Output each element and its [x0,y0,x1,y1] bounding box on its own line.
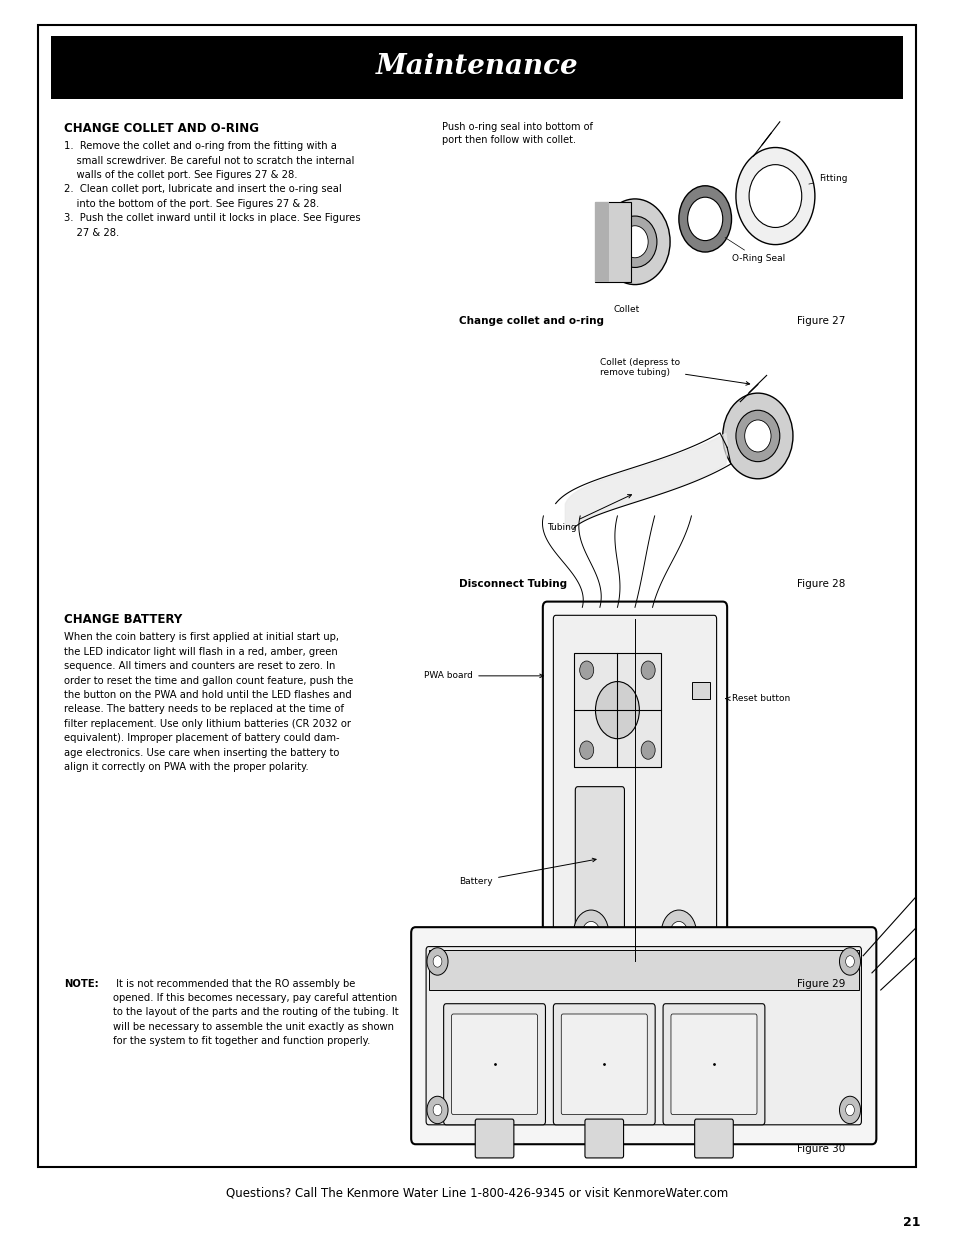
Circle shape [427,1097,448,1124]
Text: CHANGE BATTERY: CHANGE BATTERY [65,613,183,626]
Text: Questions? Call The Kenmore Water Line 1-800-426-9345 or visit KenmoreWater.com: Questions? Call The Kenmore Water Line 1… [226,1187,727,1199]
Circle shape [433,956,441,967]
Bar [595,201,608,282]
Text: Maintenance: Maintenance [375,53,578,80]
FancyBboxPatch shape [670,1014,756,1114]
Circle shape [669,921,687,945]
Text: Fitting: Fitting [808,174,847,184]
Text: When the coin battery is first applied at initial start up,
the LED indicator li: When the coin battery is first applied a… [65,632,354,772]
Text: Reset button: Reset button [725,694,789,703]
Text: Push o-ring seal into bottom of
port then follow with collet.: Push o-ring seal into bottom of port the… [441,122,592,144]
FancyBboxPatch shape [542,601,726,978]
Text: Battery: Battery [459,858,596,885]
Ellipse shape [599,199,669,284]
FancyBboxPatch shape [411,927,876,1144]
Circle shape [427,947,448,976]
Text: Figure 29: Figure 29 [797,978,844,988]
Circle shape [844,1104,854,1115]
Circle shape [660,910,696,956]
FancyBboxPatch shape [475,1119,514,1158]
Ellipse shape [722,393,792,479]
Circle shape [579,661,593,679]
FancyBboxPatch shape [426,946,861,1125]
FancyBboxPatch shape [553,615,716,965]
Bar [595,201,630,282]
Circle shape [573,910,608,956]
Circle shape [581,921,599,945]
Text: Figure 30: Figure 30 [797,1144,844,1155]
Text: Tubing: Tubing [547,494,631,532]
Text: It is not recommended that the RO assembly be
opened. If this becomes necessary,: It is not recommended that the RO assemb… [112,978,398,1046]
FancyBboxPatch shape [575,787,624,931]
FancyBboxPatch shape [694,1119,733,1158]
Circle shape [433,1104,441,1115]
Text: O-Ring Seal: O-Ring Seal [724,237,784,263]
FancyBboxPatch shape [553,1004,655,1125]
Circle shape [640,661,655,679]
Ellipse shape [735,410,779,462]
FancyBboxPatch shape [662,1004,764,1125]
Text: PWA board: PWA board [424,672,543,680]
Text: Disconnect Tubing: Disconnect Tubing [459,579,567,589]
Text: Figure 27: Figure 27 [797,316,844,326]
FancyBboxPatch shape [451,1014,537,1114]
Ellipse shape [748,164,801,227]
Text: 21: 21 [902,1216,920,1229]
Text: Collet: Collet [613,305,639,314]
Ellipse shape [621,226,647,258]
Circle shape [844,956,854,967]
Text: Figure 28: Figure 28 [797,579,844,589]
Text: 1.  Remove the collet and o-ring from the fitting with a
    small screwdriver. : 1. Remove the collet and o-ring from the… [65,141,361,237]
Circle shape [839,1097,860,1124]
FancyBboxPatch shape [584,1119,623,1158]
Text: Change collet and o-ring: Change collet and o-ring [459,316,604,326]
FancyBboxPatch shape [560,1014,646,1114]
Ellipse shape [679,185,731,252]
FancyBboxPatch shape [443,1004,545,1125]
Ellipse shape [613,216,657,268]
Bar [428,950,858,990]
FancyBboxPatch shape [573,653,660,767]
Circle shape [640,741,655,760]
Circle shape [579,741,593,760]
Text: CHANGE COLLET AND O-RING: CHANGE COLLET AND O-RING [65,122,259,135]
Circle shape [839,947,860,976]
FancyBboxPatch shape [691,682,709,699]
Ellipse shape [735,147,814,245]
Text: Collet (depress to
remove tubing): Collet (depress to remove tubing) [599,358,749,385]
Circle shape [595,682,639,739]
Ellipse shape [687,198,722,241]
Bar [51,36,902,99]
Text: NOTE:: NOTE: [65,978,99,988]
FancyBboxPatch shape [38,25,915,1167]
Ellipse shape [744,420,770,452]
